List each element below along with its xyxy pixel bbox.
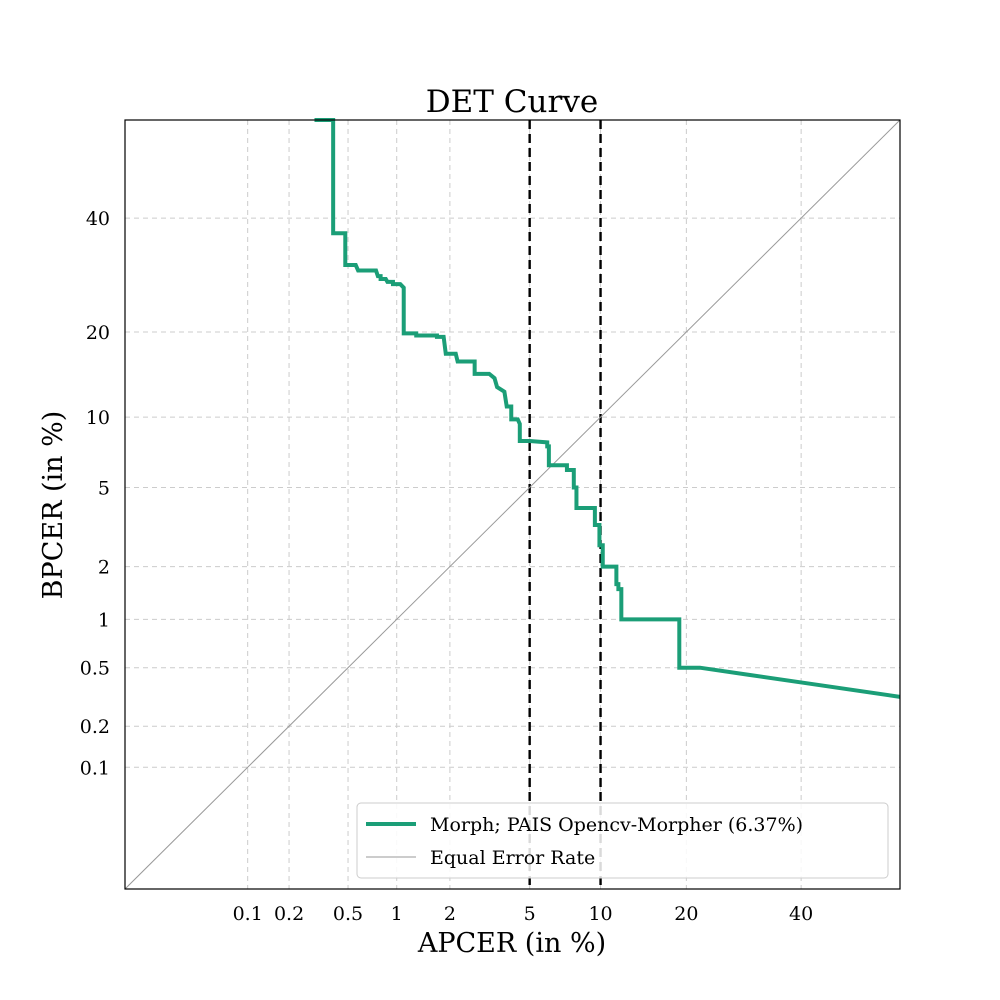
reference-lines [528, 120, 602, 889]
legend-label-morph: Morph; PAIS Opencv-Morpher (6.37%) [430, 814, 803, 836]
series-line-morph [314, 118, 901, 699]
x-tick-labels: 0.1 0.2 0.5 1 2 5 10 20 40 [233, 903, 814, 925]
y-tick-label: 2 [98, 557, 110, 579]
chart-title: DET Curve [426, 84, 598, 120]
x-axis-label: APCER (in %) [417, 928, 606, 959]
y-tick-label: 20 [86, 322, 110, 344]
y-tick-label: 10 [86, 407, 110, 429]
legend-box [356, 802, 889, 879]
y-tick-label: 1 [98, 609, 110, 631]
legend: Morph; PAIS Opencv-Morpher (6.37%) Equal… [356, 802, 889, 879]
x-tick-label: 0.2 [274, 903, 304, 925]
x-tick-label: 0.1 [233, 903, 263, 925]
x-tick-label: 10 [588, 903, 612, 925]
x-tick-label: 40 [789, 903, 813, 925]
x-tick-label: 20 [674, 903, 698, 925]
x-tick-label: 2 [444, 903, 456, 925]
y-tick-label: 5 [98, 477, 110, 499]
y-tick-label: 40 [86, 208, 110, 230]
y-tick-label: 0.2 [80, 716, 110, 738]
legend-label-eer: Equal Error Rate [430, 847, 595, 869]
y-tick-label: 0.1 [80, 757, 110, 779]
series-layer [124, 118, 901, 890]
y-axis-label: BPCER (in %) [38, 411, 69, 600]
series-line-equal-error-rate [124, 119, 901, 890]
plot-frame [124, 119, 901, 890]
y-tick-label: 0.5 [80, 658, 110, 680]
y-tick-labels: 0.1 0.2 0.5 1 2 5 10 20 40 [80, 208, 110, 779]
x-tick-label: 0.5 [333, 903, 363, 925]
x-tick-label: 1 [391, 903, 403, 925]
x-tick-label: 5 [524, 903, 536, 925]
